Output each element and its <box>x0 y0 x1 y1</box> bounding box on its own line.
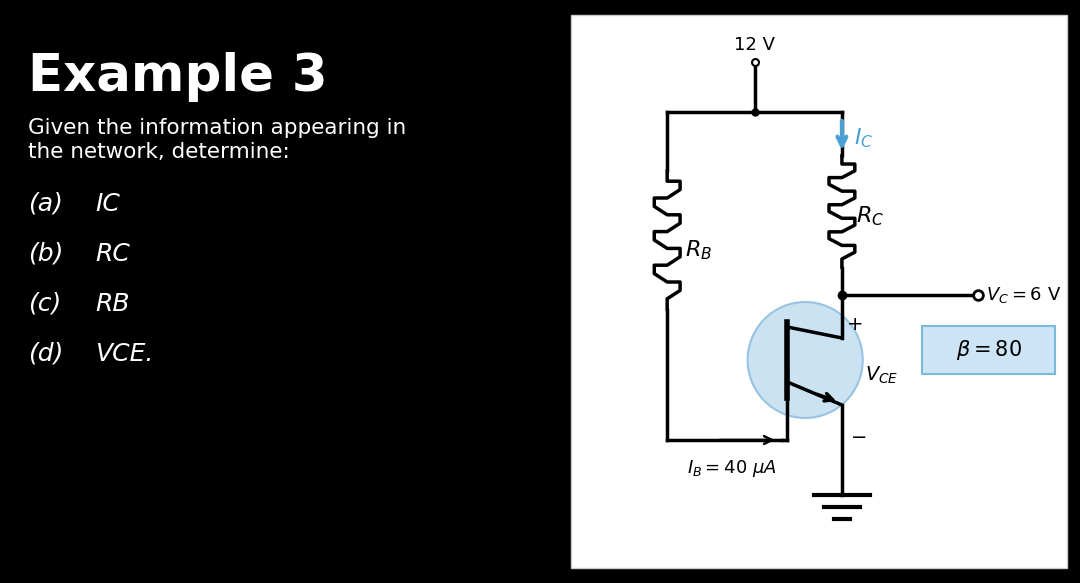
Text: $I_B = 40\ \mu A$: $I_B = 40\ \mu A$ <box>687 458 777 479</box>
Text: (a): (a) <box>28 192 63 216</box>
Text: +: + <box>847 315 863 334</box>
Text: IC: IC <box>95 192 120 216</box>
Circle shape <box>747 302 863 418</box>
Text: 12 V: 12 V <box>734 36 775 54</box>
Text: VCE.: VCE. <box>95 342 153 366</box>
Text: (c): (c) <box>28 292 62 316</box>
Text: RB: RB <box>95 292 130 316</box>
Text: $V_C = 6\ \mathrm{V}$: $V_C = 6\ \mathrm{V}$ <box>986 285 1061 305</box>
Text: $R_C$: $R_C$ <box>855 205 885 229</box>
Text: (b): (b) <box>28 242 63 266</box>
Text: $R_B$: $R_B$ <box>685 238 712 262</box>
Text: the network, determine:: the network, determine: <box>28 142 289 162</box>
FancyBboxPatch shape <box>922 326 1055 374</box>
Text: Given the information appearing in: Given the information appearing in <box>28 118 406 138</box>
Text: $I_C$: $I_C$ <box>854 126 873 150</box>
Text: $-$: $-$ <box>850 426 866 444</box>
Text: (d): (d) <box>28 342 63 366</box>
Text: RC: RC <box>95 242 131 266</box>
Text: $\beta = 80$: $\beta = 80$ <box>956 338 1022 362</box>
Text: $V_{CE}$: $V_{CE}$ <box>865 364 899 385</box>
Text: Example 3: Example 3 <box>28 52 327 102</box>
Bar <box>571 15 1067 568</box>
